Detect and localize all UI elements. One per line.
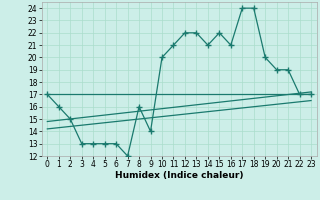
X-axis label: Humidex (Indice chaleur): Humidex (Indice chaleur) — [115, 171, 244, 180]
